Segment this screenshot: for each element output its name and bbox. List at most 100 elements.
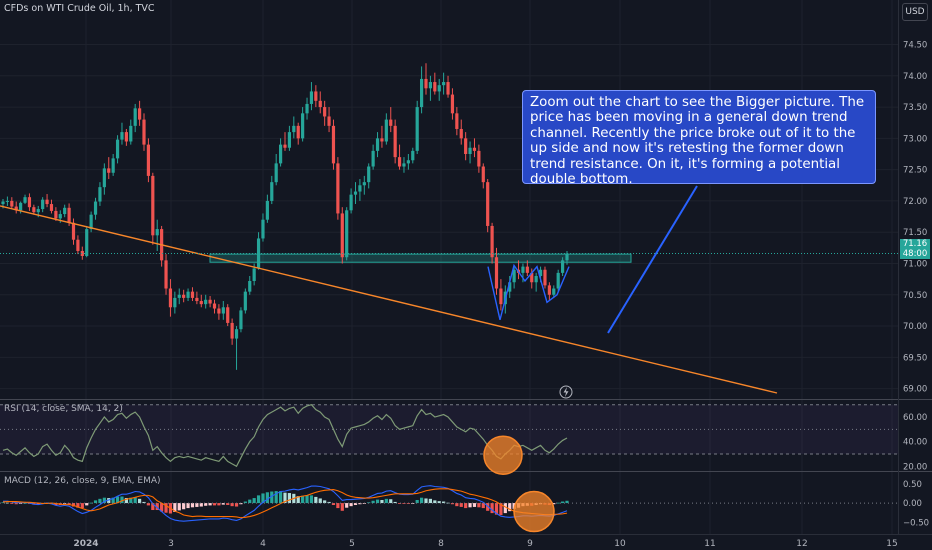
candle-body [261,219,265,239]
candle-body [340,213,344,258]
candle-body [349,194,353,211]
candle-body [248,281,252,292]
macd-bar [314,496,318,504]
macd-bar [76,503,80,508]
macd-bar [182,503,186,510]
candle-body [494,257,499,289]
macd-bar [173,503,177,512]
candle-body [375,138,380,151]
candle-body [93,201,98,215]
candle-body [287,132,292,148]
y-tick-label: 60.00 [903,413,927,423]
candle-body [442,82,446,86]
macd-bar [98,498,102,504]
macd-bar [503,503,507,514]
candle-body [10,200,14,207]
macd-bar [481,503,485,509]
candle-body [14,206,18,211]
lightning-icon[interactable] [559,385,573,399]
macd-bar [340,503,344,511]
candle-body [301,113,305,139]
candle-body [239,310,243,330]
pane-separators [0,0,932,535]
candle-body [221,307,225,314]
macd-bar [10,503,14,504]
candle-body [54,210,58,219]
candle-body [345,210,349,258]
candle-body [556,272,560,289]
macd-bar [124,498,128,504]
candle-body [85,229,89,256]
macd-bar [67,503,71,505]
candle-body [164,260,168,289]
macd-bar [256,495,261,504]
macd-bar [397,503,402,504]
candle-body [151,175,155,236]
candle-body [217,308,221,314]
candle-body [512,269,516,283]
y-tick-label: 72.00 [903,197,927,207]
macd-bar [164,503,168,513]
macd-bar [204,503,208,506]
x-tick-label: 5 [349,539,355,549]
candle-body [270,182,274,201]
macd-highlight-circle [513,490,555,533]
candle-body [305,103,309,114]
macd-bar [230,503,234,507]
lightning-bolt [563,387,569,397]
double-bottom-pattern [487,263,570,320]
macd-bar [89,502,93,504]
candle-body [508,282,512,292]
candle-body [186,291,190,298]
candle-body [120,132,124,140]
macd-bar [283,492,287,504]
candle-body [182,294,186,298]
candle-body [204,299,208,305]
candle-body [274,163,278,183]
macd-bar [459,503,463,507]
macd-bar [402,503,406,504]
candle-body [5,200,10,202]
macd-bar [552,503,556,505]
candle-body [190,291,195,298]
y-tick-label: 74.50 [903,41,927,51]
candle-body [98,187,102,202]
macd-bar [217,503,221,506]
macd-bar [155,503,159,511]
macd-bar [499,503,503,516]
candle-body [58,214,62,219]
candle-body [455,113,459,129]
macd-bar [353,503,358,506]
macd-bar [14,503,18,505]
macd-bar [208,503,212,506]
x-tick-label: 8 [438,539,444,549]
candle-body [124,132,128,142]
currency-button[interactable]: USD [902,3,928,21]
macd-bar [437,501,441,504]
macd-bar [265,492,269,504]
lightning-circle [559,385,573,399]
candle-body [45,199,49,205]
y-tick-label: 70.50 [903,291,927,301]
candle-body [433,82,437,92]
macd-bar [102,497,106,504]
candle-body [252,268,256,282]
candle-body [331,125,336,164]
macd-bar [349,503,353,507]
macd-bar [111,497,115,504]
analysis-callout[interactable]: Zoom out the chart to see the Bigger pic… [522,90,876,187]
candle-body [1,201,5,205]
macd-bar [380,499,384,504]
candle-body [380,138,384,142]
candle-body [384,119,388,142]
candle-body [243,291,247,311]
macd-bar [146,503,151,506]
candle-body [358,185,362,192]
candle-body [314,91,318,101]
last-price-tag: 71.16 48:00 [900,239,930,259]
macd-series [3,485,568,522]
candle-body [371,150,375,167]
candle-body [565,253,569,261]
candles [1,63,569,370]
